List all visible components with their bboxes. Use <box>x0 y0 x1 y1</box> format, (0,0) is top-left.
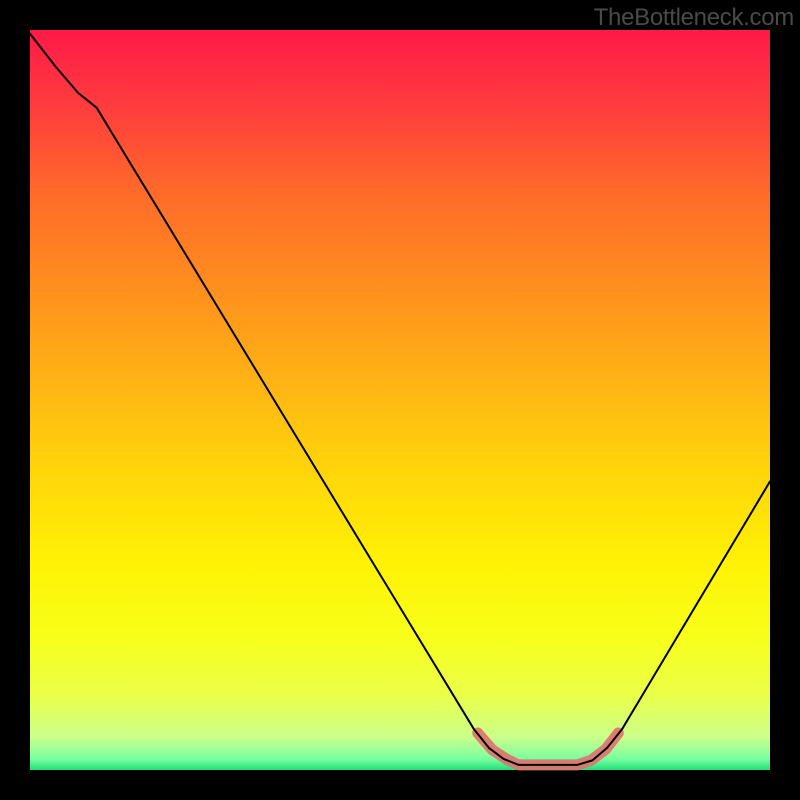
chart-canvas: TheBottleneck.com <box>0 0 800 800</box>
bottleneck-chart <box>0 0 800 800</box>
watermark-text: TheBottleneck.com <box>594 4 794 32</box>
plot-background <box>30 30 770 770</box>
